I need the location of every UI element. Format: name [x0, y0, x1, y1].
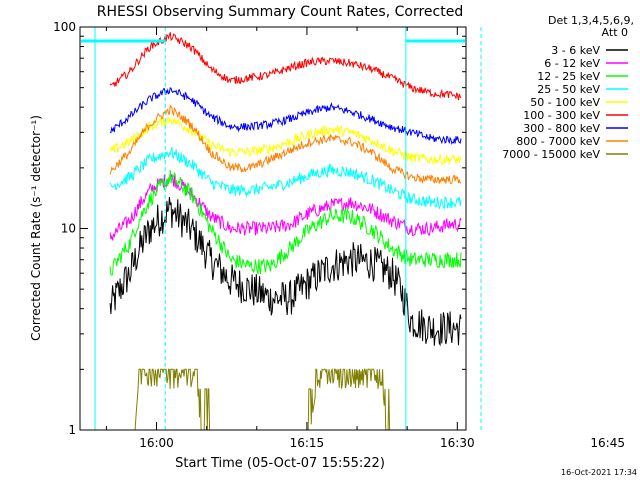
- legend-label: 6 - 12 keV: [544, 57, 600, 70]
- plot-area: [81, 27, 482, 431]
- footer-date: 16-Oct-2021 17:34: [561, 468, 637, 477]
- series-line-5: [109, 32, 462, 101]
- y-tick-label: 1: [68, 423, 76, 437]
- series-line-2: [109, 169, 462, 276]
- legend-header-line2: Att 0: [602, 26, 628, 39]
- y-tick-label: 100: [53, 20, 76, 34]
- legend-label: 50 - 100 keV: [530, 96, 600, 109]
- legend-label: 12 - 25 keV: [537, 70, 600, 83]
- series-line-1: [109, 174, 462, 241]
- y-axis-label: Corrected Count Rate (s⁻¹ detector⁻¹): [29, 115, 43, 341]
- legend-label: 25 - 50 keV: [537, 83, 600, 96]
- legend-label: 800 - 7000 keV: [516, 135, 600, 148]
- legend-label: 100 - 300 keV: [523, 109, 600, 122]
- series-line-6: [109, 87, 462, 145]
- x-tick-label: 16:15: [290, 436, 325, 450]
- series-line-4: [109, 116, 462, 166]
- chart-title: RHESSI Observing Summary Count Rates, Co…: [97, 4, 463, 20]
- series-line-7: [109, 104, 461, 185]
- legend-label: 3 - 6 keV: [551, 44, 600, 57]
- legend-label: 300 - 800 keV: [523, 122, 600, 135]
- axes: 16:0016:1516:3016:4517:0017:1517:3011010…: [53, 20, 625, 450]
- x-axis-label: Start Time (05-Oct-07 15:55:22): [175, 456, 385, 471]
- y-tick-label: 10: [61, 222, 76, 236]
- legend-label: 7000 - 15000 keV: [502, 148, 600, 161]
- series-line-3: [109, 147, 462, 210]
- series-line-0: [109, 197, 462, 347]
- x-tick-label: 16:00: [139, 436, 174, 450]
- x-tick-label: 16:30: [440, 436, 475, 450]
- legend-header-line1: Det 1,3,4,5,6,9,: [548, 14, 634, 27]
- x-tick-label: 16:45: [590, 436, 625, 450]
